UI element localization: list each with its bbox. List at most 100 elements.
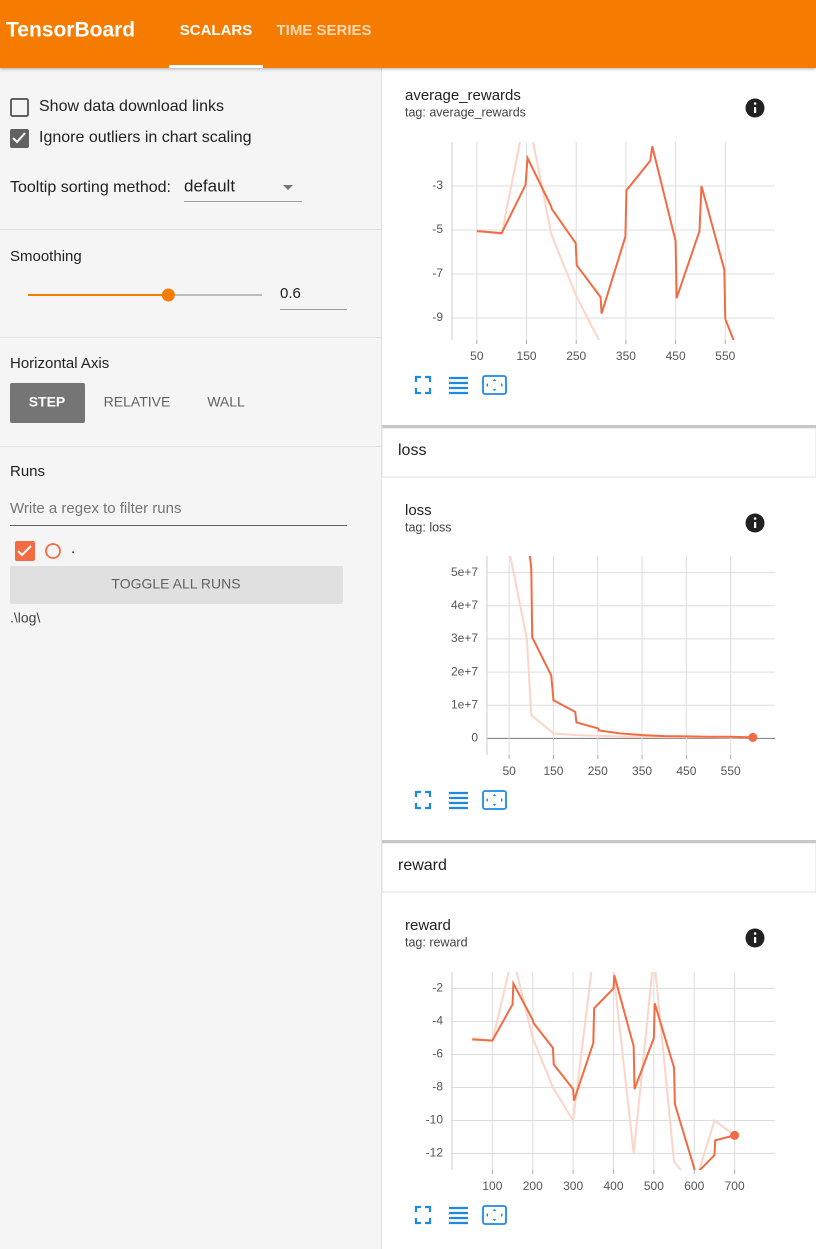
x-tick-label: 550	[721, 764, 741, 778]
x-tick-label: 600	[684, 1179, 704, 1193]
y-tick-label: 5e+7	[451, 565, 478, 579]
y-tick-label: 1e+7	[451, 697, 478, 711]
fullscreen-icon[interactable]	[414, 790, 432, 810]
fit-domain-icon[interactable]	[482, 375, 507, 395]
filter-input[interactable]: Write a regex to filter runs	[10, 500, 181, 517]
tab[interactable]: SCALARS	[180, 22, 253, 39]
last-point	[730, 1130, 740, 1140]
tab[interactable]: TIME SERIES	[276, 22, 371, 39]
axis-option[interactable]: WALL	[207, 394, 245, 410]
axis-label: Horizontal Axis	[10, 355, 109, 372]
series-line	[528, 556, 753, 739]
log-scale-icon[interactable]	[449, 1206, 468, 1225]
x-tick-label: 150	[543, 764, 563, 778]
chart-subtitle: tag: reward	[405, 935, 468, 949]
tooltip-label: Tooltip sorting method:	[10, 179, 171, 196]
sidebar	[0, 68, 381, 1249]
dropdown-arrow	[283, 185, 293, 190]
y-tick-label: -9	[432, 310, 443, 324]
y-tick-label: -2	[432, 981, 443, 995]
info-icon-dot	[753, 932, 757, 935]
chart-subtitle: tag: loss	[405, 520, 452, 534]
x-tick-label: 250	[588, 764, 608, 778]
section-title: reward	[398, 857, 447, 874]
checkbox-label: Ignore outliers in chart scaling	[39, 129, 252, 146]
x-tick-label: 250	[566, 349, 586, 363]
y-tick-label: -4	[432, 1014, 443, 1028]
checkmark	[12, 132, 26, 144]
header	[0, 0, 816, 68]
fullscreen-icon[interactable]	[414, 375, 432, 395]
chart-title: average_rewards	[405, 87, 521, 104]
info-icon-bar	[754, 937, 757, 943]
y-tick-label: -12	[426, 1146, 444, 1160]
axis-option[interactable]: RELATIVE	[104, 394, 171, 410]
section-header	[381, 427, 816, 478]
dropdown-value[interactable]: default	[184, 176, 235, 195]
chart-subtitle: tag: average_rewards	[405, 105, 526, 119]
app-title: TensorBoard	[6, 19, 135, 42]
x-tick-label: 400	[603, 1179, 623, 1193]
y-tick-label: -3	[432, 178, 443, 192]
y-tick-label: 2e+7	[451, 664, 478, 678]
x-tick-label: 350	[632, 764, 652, 778]
x-tick-label: 550	[715, 349, 735, 363]
chart-title: reward	[405, 917, 451, 934]
log-scale-icon[interactable]	[449, 376, 468, 395]
fit-domain-icon[interactable]	[482, 1205, 507, 1225]
y-tick-label: -5	[432, 222, 443, 236]
sidebar-content: Show data download links Ignore outliers …	[0, 98, 381, 626]
fit-domain-icon[interactable]	[482, 790, 507, 810]
info-icon-dot	[753, 517, 757, 520]
log-scale-icon[interactable]	[449, 791, 468, 810]
button-bg	[10, 383, 85, 423]
run-name: .	[71, 540, 75, 557]
x-tick-label: 200	[523, 1179, 543, 1193]
info-icon-bar	[754, 107, 757, 113]
checkbox[interactable]	[10, 98, 29, 117]
logdir: .\log\	[10, 610, 40, 626]
y-tick-label: 4e+7	[451, 598, 478, 612]
x-tick-label: 50	[502, 764, 516, 778]
x-tick-label: 450	[676, 764, 696, 778]
y-tick-label: -6	[432, 1047, 443, 1061]
last-point	[748, 732, 758, 742]
smoothing-label: Smoothing	[10, 248, 82, 265]
y-tick-label: 0	[471, 731, 478, 745]
series-line	[472, 975, 735, 1170]
checkbox-label: Show data download links	[39, 98, 224, 115]
x-tick-label: 50	[470, 349, 484, 363]
tab-indicator	[169, 65, 263, 68]
x-tick-label: 700	[725, 1179, 745, 1193]
toggle-button[interactable]: TOGGLE ALL RUNS	[111, 576, 240, 592]
x-tick-label: 350	[616, 349, 636, 363]
section-title: loss	[398, 442, 426, 459]
x-tick-label: 300	[563, 1179, 583, 1193]
runs-label: Runs	[10, 463, 45, 480]
y-tick-label: -10	[426, 1113, 444, 1127]
chart-title: loss	[405, 502, 432, 519]
y-tick-label: 3e+7	[451, 631, 478, 645]
section-header	[381, 842, 816, 893]
run-color[interactable]	[45, 543, 61, 559]
info-icon-dot	[753, 102, 757, 105]
button-bg	[10, 566, 343, 604]
smoothing-value[interactable]: 0.6	[280, 285, 301, 302]
axis-option[interactable]: STEP	[29, 394, 66, 410]
fullscreen-icon[interactable]	[414, 1205, 432, 1225]
slider-knob[interactable]	[161, 288, 175, 302]
checkmark	[17, 545, 32, 557]
y-tick-label: -8	[432, 1080, 443, 1094]
x-tick-label: 450	[666, 349, 686, 363]
y-tick-label: -7	[432, 266, 443, 280]
series-line	[476, 146, 735, 340]
x-tick-label: 100	[482, 1179, 502, 1193]
x-tick-label: 150	[517, 349, 537, 363]
info-icon-bar	[754, 522, 757, 528]
x-tick-label: 500	[644, 1179, 664, 1193]
